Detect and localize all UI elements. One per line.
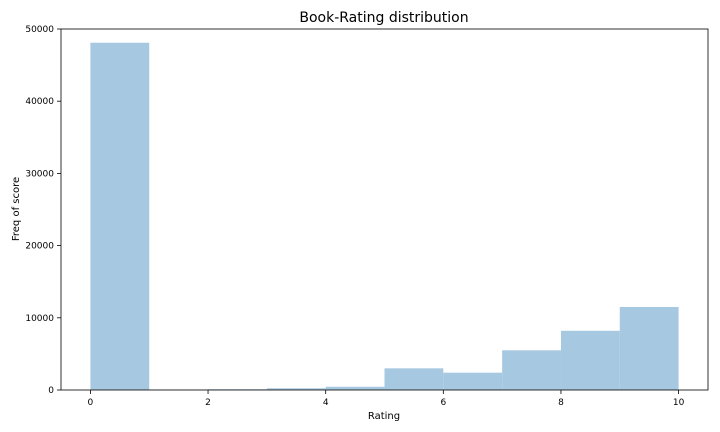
- x-tick-label: 10: [673, 398, 685, 408]
- x-axis-label: Rating: [368, 411, 400, 422]
- y-tick-label: 30000: [25, 169, 54, 179]
- axes-group: [60, 28, 709, 391]
- x-tick-label: 8: [558, 398, 564, 408]
- y-ticks-group: 0 10000 20000 30000 40000 50000: [25, 25, 61, 396]
- histogram-bar-4: [325, 386, 385, 390]
- plot-frame: [60, 28, 709, 391]
- x-tick-label: 4: [323, 398, 329, 408]
- bars-group: [90, 42, 679, 391]
- chart-title: Book-Rating distribution: [299, 10, 468, 26]
- histogram-bar-8: [560, 330, 620, 390]
- histogram-bar-9: [619, 306, 679, 390]
- histogram-bar-5: [384, 368, 444, 390]
- y-tick-label: 20000: [25, 242, 54, 252]
- x-tick-label: 6: [440, 398, 446, 408]
- x-tick-label: 0: [88, 398, 94, 408]
- histogram-bar-6: [443, 372, 503, 390]
- y-tick-label: 0: [48, 386, 54, 396]
- y-axis-label: Freq of score: [11, 177, 22, 241]
- histogram-bar-7: [502, 350, 561, 390]
- histogram-bar-3: [266, 388, 326, 390]
- histogram-bar-0: [90, 42, 150, 391]
- x-ticks-group: 0 2 4 6 8 10: [88, 390, 685, 408]
- y-tick-label: 40000: [25, 97, 54, 107]
- y-tick-label: 10000: [25, 314, 54, 324]
- y-tick-label: 50000: [25, 25, 54, 35]
- x-tick-label: 2: [205, 398, 211, 408]
